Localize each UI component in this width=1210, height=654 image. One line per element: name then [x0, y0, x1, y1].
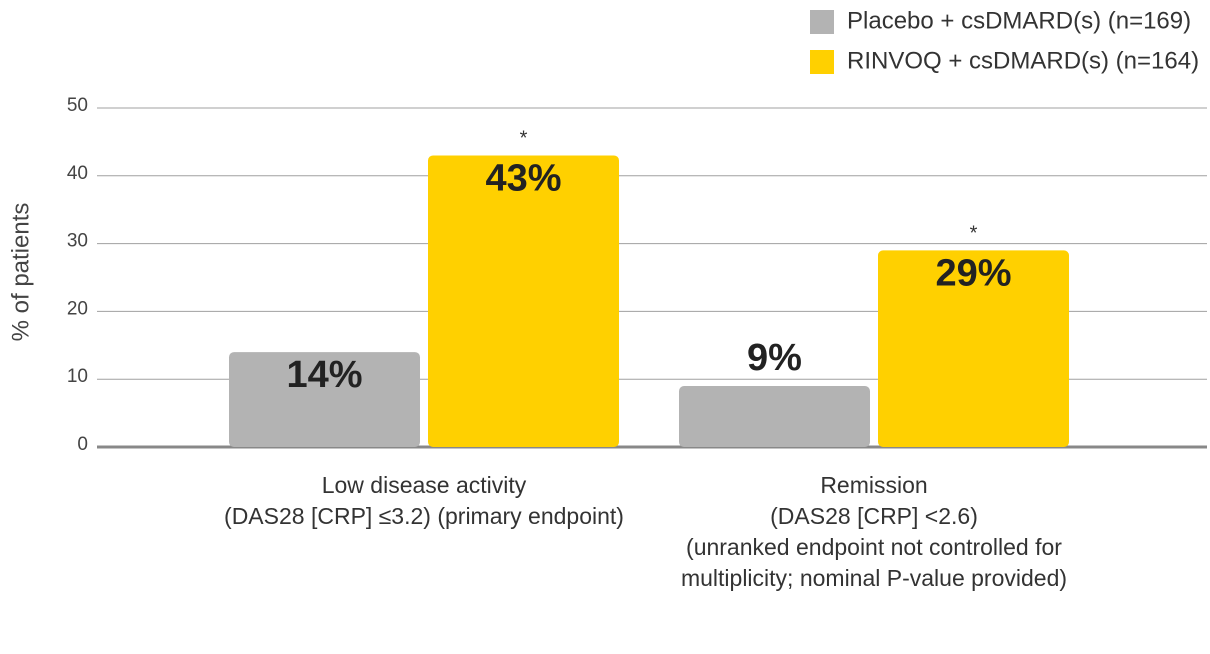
bar — [229, 352, 420, 447]
significance-marker: * — [970, 223, 978, 245]
x-tick-label: Remission — [820, 472, 927, 498]
x-tick-label: (unranked endpoint not controlled for — [686, 534, 1062, 560]
x-tick-label: (DAS28 [CRP] <2.6) — [770, 503, 978, 529]
x-tick-label: multiplicity; nominal P-value provided) — [681, 565, 1067, 591]
y-tick-label: 30 — [67, 231, 88, 252]
bar — [878, 250, 1069, 447]
y-tick-label: 40 — [67, 163, 88, 184]
y-tick-label: 10 — [67, 366, 88, 387]
y-tick-label: 0 — [77, 434, 88, 455]
value-label: 9% — [747, 337, 802, 379]
bar — [679, 385, 870, 447]
value-label: 29% — [935, 252, 1011, 294]
y-axis-label: % of patients — [7, 203, 34, 342]
legend-swatch — [810, 50, 834, 74]
y-tick-label: 20 — [67, 298, 88, 319]
bar — [428, 155, 619, 447]
value-label: 14% — [286, 354, 362, 396]
x-tick-label: Low disease activity — [322, 472, 527, 498]
legend-label: Placebo + csDMARD(s) (n=169) — [847, 7, 1191, 34]
significance-marker: * — [520, 128, 528, 150]
y-tick-label: 50 — [67, 95, 88, 116]
x-tick-label: (DAS28 [CRP] ≤3.2) (primary endpoint) — [224, 503, 624, 529]
legend-label: RINVOQ + csDMARD(s) (n=164) — [847, 47, 1199, 74]
value-label: 43% — [485, 157, 561, 199]
legend-swatch — [810, 10, 834, 34]
